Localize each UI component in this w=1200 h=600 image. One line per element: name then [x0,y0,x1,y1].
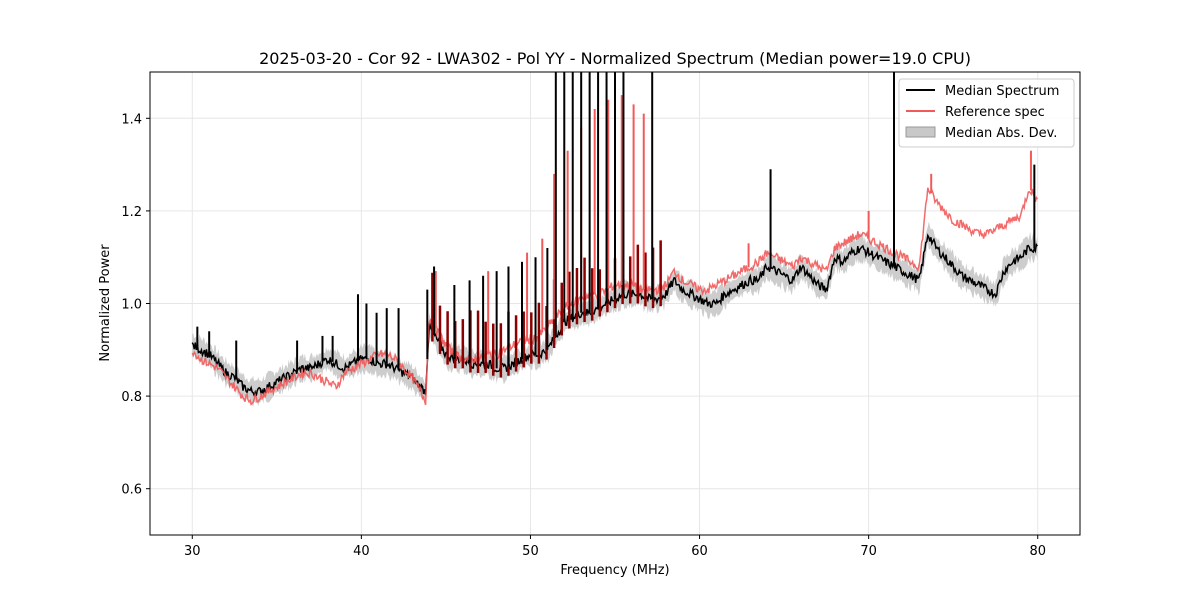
legend: Median Spectrum Reference spec Median Ab… [898,78,1075,148]
y-axis-label: Normalized Power [98,244,113,362]
y-tick-label: 0.8 [121,390,142,405]
y-tick-label: 1.2 [121,205,142,220]
x-tick-label: 60 [691,544,708,559]
y-tick-label: 1.4 [121,112,142,127]
y-tick-label: 1.0 [121,298,142,313]
plot-area [191,72,1039,408]
y-tick-label: 0.6 [121,483,142,498]
x-axis-label: Frequency (MHz) [560,563,669,578]
legend-median-label: Median Spectrum [945,84,1059,99]
x-tick-label: 50 [522,544,539,559]
chart-title: 2025-03-20 - Cor 92 - LWA302 - Pol YY - … [259,49,971,68]
legend-mad-label: Median Abs. Dev. [945,126,1057,141]
x-tick-label: 70 [860,544,877,559]
x-tick-label: 40 [353,544,370,559]
legend-reference-label: Reference spec [945,105,1045,120]
legend-box [898,78,1075,148]
legend-mad-swatch [905,126,936,138]
axes-ticks: 30 40 50 60 70 80 0.6 0.8 1.0 1.2 1.4 [121,112,1046,559]
x-tick-label: 30 [184,544,201,559]
x-tick-label: 80 [1029,544,1046,559]
